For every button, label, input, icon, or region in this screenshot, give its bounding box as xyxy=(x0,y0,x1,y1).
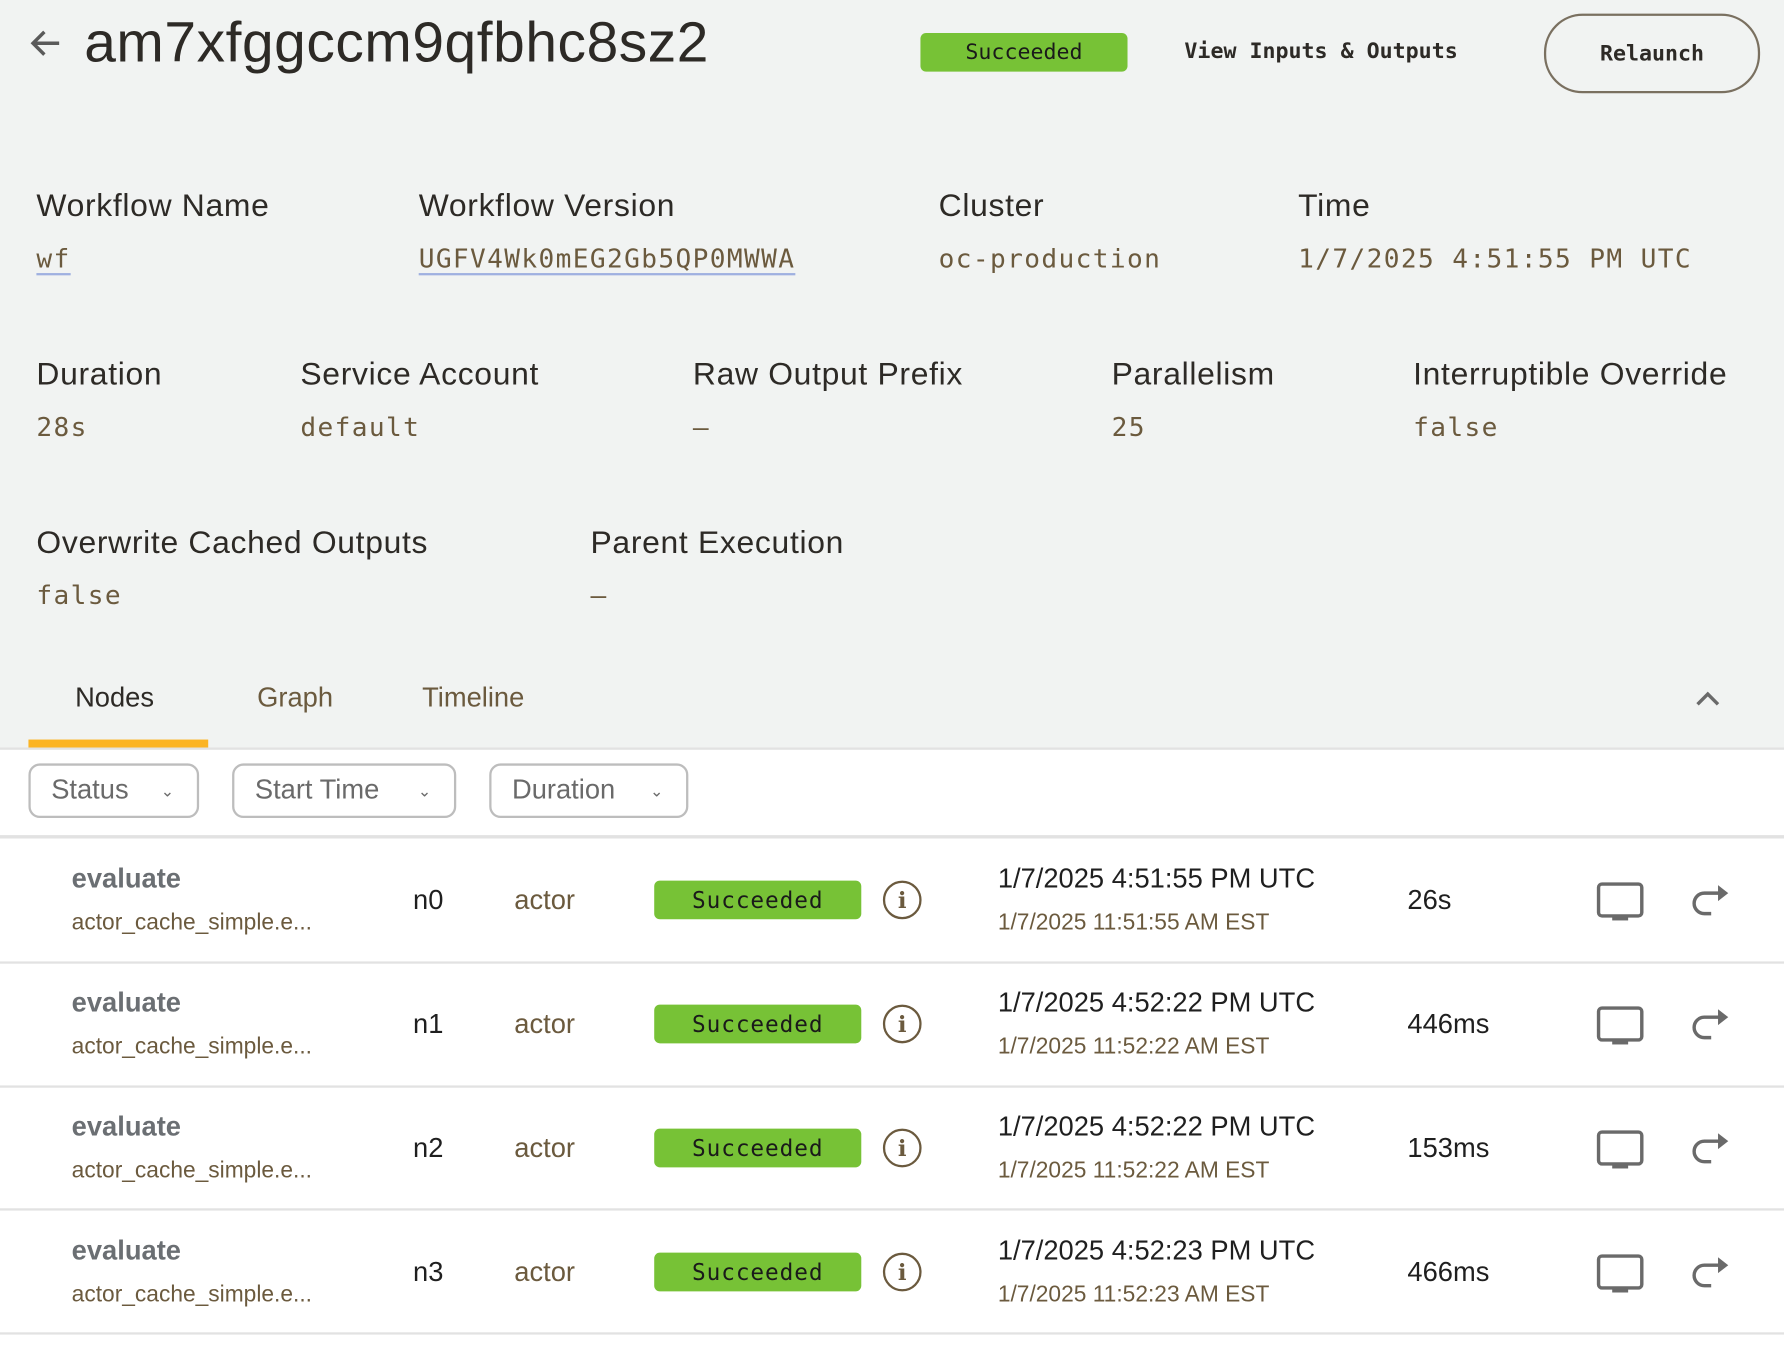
tab-graph[interactable]: Graph xyxy=(257,682,334,714)
status-badge: Succeeded xyxy=(654,1128,862,1168)
overwrite-cached-outputs-value: false xyxy=(36,581,123,611)
status-filter[interactable]: Status ⌄ xyxy=(28,763,200,819)
chevron-up-icon[interactable] xyxy=(1693,687,1723,715)
workflow-name-label: Workflow Name xyxy=(36,187,270,224)
status-badge: Succeeded xyxy=(654,1004,862,1044)
node-name: evaluate xyxy=(71,863,181,895)
start-time-utc: 1/7/2025 4:52:23 PM UTC xyxy=(997,1235,1316,1267)
start-time-filter-label: Start Time xyxy=(254,774,380,806)
view-inputs-outputs-button[interactable]: View Inputs & Outputs xyxy=(1184,38,1458,64)
status-badge: Succeeded xyxy=(654,1252,862,1292)
chevron-down-icon: ⌄ xyxy=(160,781,175,800)
duration-value: 28s xyxy=(36,413,88,443)
start-time-local: 1/7/2025 11:52:23 AM EST xyxy=(997,1282,1270,1308)
table-row[interactable]: evaluate actor_cache_simple.e... n0 acto… xyxy=(0,839,1784,962)
node-task: actor_cache_simple.e... xyxy=(71,1158,313,1184)
status-filter-label: Status xyxy=(51,774,129,806)
node-duration: 446ms xyxy=(1407,1009,1490,1040)
monitor-icon[interactable] xyxy=(1596,1006,1644,1053)
status-badge: Succeeded xyxy=(654,880,862,920)
start-time-utc: 1/7/2025 4:51:55 PM UTC xyxy=(997,863,1316,895)
back-arrow-icon[interactable] xyxy=(27,25,63,67)
time-label: Time xyxy=(1298,187,1371,224)
service-account-value: default xyxy=(300,413,421,443)
info-icon[interactable]: i xyxy=(882,880,922,920)
service-account-label: Service Account xyxy=(300,356,540,392)
node-id: n0 xyxy=(413,885,444,916)
workflow-version-label: Workflow Version xyxy=(418,187,676,224)
duration-label: Duration xyxy=(36,356,163,392)
duration-filter-label: Duration xyxy=(511,774,616,806)
overwrite-cached-outputs-label: Overwrite Cached Outputs xyxy=(36,524,429,560)
active-tab-indicator xyxy=(28,739,209,748)
node-task: actor_cache_simple.e... xyxy=(71,1282,313,1308)
divider xyxy=(0,835,1784,839)
cluster-value: oc-production xyxy=(938,244,1162,275)
execution-header-panel xyxy=(0,0,1784,749)
table-row[interactable]: evaluate actor_cache_simple.e... n1 acto… xyxy=(0,963,1784,1086)
parallelism-label: Parallelism xyxy=(1111,356,1275,392)
info-icon[interactable]: i xyxy=(882,1004,922,1044)
divider xyxy=(0,747,1784,750)
node-type: actor xyxy=(514,885,575,916)
start-time-utc: 1/7/2025 4:52:22 PM UTC xyxy=(997,1111,1316,1143)
workflow-version-link[interactable]: UGFV4Wk0mEG2Gb5QP0MWWA xyxy=(418,244,796,275)
divider xyxy=(0,1332,1784,1335)
start-time-local: 1/7/2025 11:52:22 AM EST xyxy=(997,1158,1270,1184)
node-type: actor xyxy=(514,1257,575,1288)
node-id: n1 xyxy=(413,1009,444,1040)
start-time-local: 1/7/2025 11:52:22 AM EST xyxy=(997,1034,1270,1060)
monitor-icon[interactable] xyxy=(1596,1254,1644,1301)
parent-execution-label: Parent Execution xyxy=(590,524,845,560)
rerun-icon[interactable] xyxy=(1688,882,1729,926)
execution-title: am7xfggccm9qfbhc8sz2 xyxy=(84,10,710,74)
interruptible-override-label: Interruptible Override xyxy=(1413,356,1728,392)
time-value: 1/7/2025 4:51:55 PM UTC xyxy=(1298,244,1692,275)
node-id: n2 xyxy=(413,1133,444,1164)
info-icon[interactable]: i xyxy=(882,1128,922,1168)
node-name: evaluate xyxy=(71,1235,181,1267)
node-duration: 466ms xyxy=(1407,1257,1490,1288)
duration-filter[interactable]: Duration ⌄ xyxy=(489,763,689,819)
start-time-local: 1/7/2025 11:51:55 AM EST xyxy=(997,910,1270,936)
node-task: actor_cache_simple.e... xyxy=(71,1034,313,1060)
rerun-icon[interactable] xyxy=(1688,1006,1729,1050)
node-type: actor xyxy=(514,1009,575,1040)
monitor-icon[interactable] xyxy=(1596,1130,1644,1177)
cluster-label: Cluster xyxy=(938,187,1045,224)
parallelism-value: 25 xyxy=(1111,413,1146,443)
divider xyxy=(0,961,1784,964)
chevron-down-icon: ⌄ xyxy=(649,781,664,800)
raw-output-prefix-value: – xyxy=(692,413,711,443)
relaunch-button[interactable]: Relaunch xyxy=(1543,13,1761,94)
tab-nodes[interactable]: Nodes xyxy=(75,682,155,714)
status-badge: Succeeded xyxy=(920,32,1128,72)
info-icon[interactable]: i xyxy=(882,1252,922,1292)
start-time-utc: 1/7/2025 4:52:22 PM UTC xyxy=(997,987,1316,1019)
rerun-icon[interactable] xyxy=(1688,1254,1729,1298)
raw-output-prefix-label: Raw Output Prefix xyxy=(692,356,964,392)
divider xyxy=(0,1208,1784,1211)
node-duration: 26s xyxy=(1407,885,1452,916)
node-name: evaluate xyxy=(71,1111,181,1143)
divider xyxy=(0,1085,1784,1088)
node-id: n3 xyxy=(413,1257,444,1288)
table-row[interactable]: evaluate actor_cache_simple.e... n2 acto… xyxy=(0,1087,1784,1210)
tab-timeline[interactable]: Timeline xyxy=(422,682,525,714)
node-duration: 153ms xyxy=(1407,1133,1490,1164)
start-time-filter[interactable]: Start Time ⌄ xyxy=(232,763,457,819)
node-name: evaluate xyxy=(71,987,181,1019)
workflow-name-link[interactable]: wf xyxy=(36,244,71,275)
parent-execution-value: – xyxy=(590,581,608,611)
node-task: actor_cache_simple.e... xyxy=(71,910,313,936)
table-row[interactable]: evaluate actor_cache_simple.e... n3 acto… xyxy=(0,1211,1784,1334)
rerun-icon[interactable] xyxy=(1688,1130,1729,1174)
chevron-down-icon: ⌄ xyxy=(417,781,432,800)
interruptible-override-value: false xyxy=(1413,413,1499,443)
node-type: actor xyxy=(514,1133,575,1164)
monitor-icon[interactable] xyxy=(1596,882,1644,929)
